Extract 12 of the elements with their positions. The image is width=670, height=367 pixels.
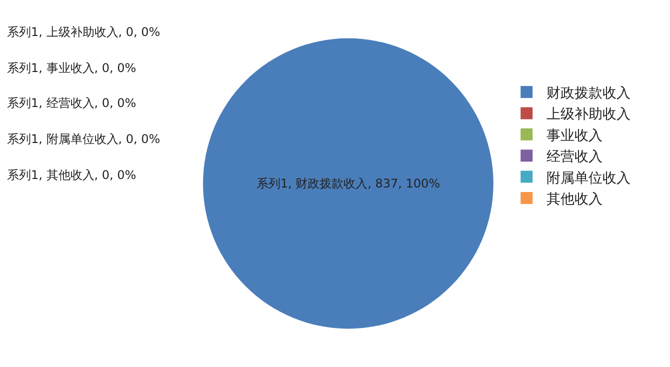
legend-label: 附属单位收入: [546, 170, 631, 186]
text: 系列1, 其他收入, 0, 0%: [7, 168, 136, 182]
legend-label: 事业收入: [546, 128, 603, 144]
legend-label: 其他收入: [546, 191, 603, 208]
text: 系列1, 经营收入, 0, 0%: [7, 96, 136, 110]
legend-label: 上级补助收入: [546, 106, 631, 123]
text: 系列1, 上级补助收入, 0, 0%: [7, 25, 160, 39]
text: 系列1, 附属单位收入, 0, 0%: [7, 132, 160, 146]
text: 系列1, 事业收入, 0, 0%: [7, 61, 136, 75]
legend-label: 经营收入: [546, 149, 603, 166]
data-label: 系列1, 财政拨款收入, 837, 100%: [256, 176, 440, 190]
legend-label: 财政拨款收入: [546, 85, 631, 102]
